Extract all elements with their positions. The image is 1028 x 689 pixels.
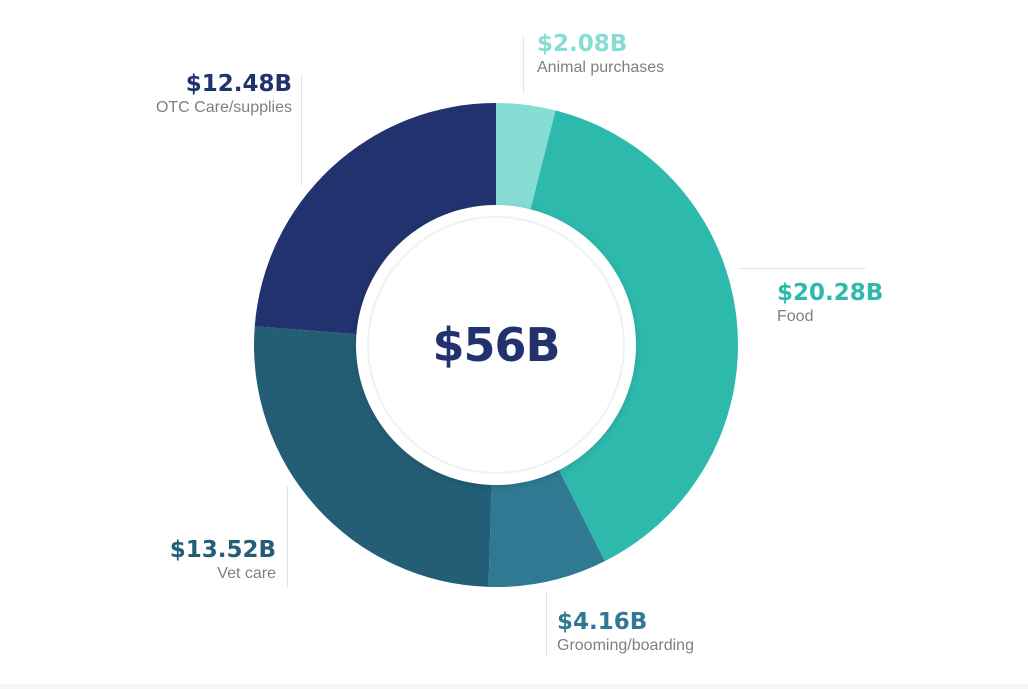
slice-value-label: $20.28B [777,280,884,306]
slice-category-label: Vet care [217,565,276,582]
slice-value-label: $13.52B [169,537,276,563]
slice-category-label: Grooming/boarding [557,637,694,654]
leader-line-food [740,268,866,269]
bottom-strip [0,684,1028,689]
total-value: $56B [432,318,559,372]
leader-line-grooming [546,592,547,656]
label-food: $20.28B Food [777,279,883,327]
slice-category-label: Animal purchases [537,59,665,76]
label-vet-care: $13.52B Vet care [170,536,276,584]
slice-category-label: OTC Care/supplies [155,99,292,116]
label-grooming: $4.16B Grooming/boarding [557,608,694,656]
slice-value-label: $4.16B [557,609,648,635]
donut-hole-ring [367,216,625,474]
slice-value-label: $12.48B [185,71,292,97]
leader-line-animal-purchases [523,36,524,94]
donut-slice-vet-care [253,326,493,587]
leader-line-otc [301,74,302,186]
donut-slice-grooming-boarding [488,452,605,587]
donut-slice-otc-care-supplies [254,103,496,336]
label-otc: $12.48B OTC Care/supplies [156,70,292,118]
leader-line-vet-care [287,486,288,588]
label-animal-purchases: $2.08B Animal purchases [537,30,664,78]
donut-hole [356,205,636,485]
slice-category-label: Food [777,308,814,325]
slice-value-label: $2.08B [537,31,628,57]
donut-slice-animal-purchases [496,103,556,229]
